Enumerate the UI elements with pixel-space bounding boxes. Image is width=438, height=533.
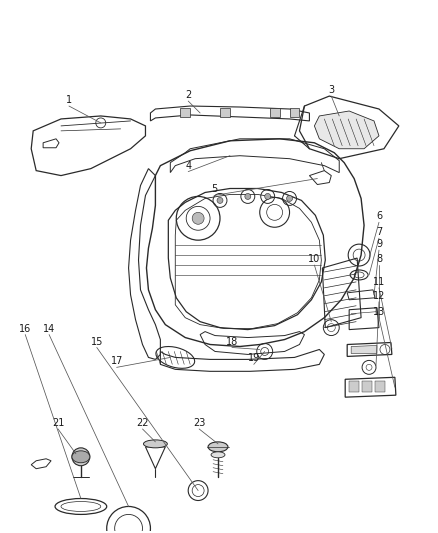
Text: 11: 11: [373, 277, 385, 287]
Text: 19: 19: [247, 353, 260, 364]
Text: 6: 6: [376, 211, 382, 221]
Text: 10: 10: [308, 254, 321, 264]
Polygon shape: [180, 108, 190, 117]
Ellipse shape: [211, 452, 225, 458]
Text: 17: 17: [110, 357, 123, 366]
Text: 14: 14: [43, 324, 55, 334]
Polygon shape: [375, 381, 385, 392]
Text: 16: 16: [19, 324, 32, 334]
Polygon shape: [362, 381, 372, 392]
Text: 5: 5: [211, 184, 217, 195]
Text: 1: 1: [66, 95, 72, 105]
Text: 21: 21: [52, 418, 64, 428]
Ellipse shape: [208, 442, 228, 452]
Text: 3: 3: [328, 85, 334, 95]
Text: 22: 22: [136, 418, 149, 428]
Ellipse shape: [72, 451, 90, 463]
Text: 13: 13: [373, 306, 385, 317]
Circle shape: [72, 448, 90, 466]
Polygon shape: [290, 108, 300, 117]
Polygon shape: [314, 111, 379, 149]
Text: 4: 4: [185, 160, 191, 171]
Ellipse shape: [144, 440, 167, 448]
Text: 7: 7: [376, 227, 382, 237]
Circle shape: [265, 193, 271, 199]
Text: 2: 2: [185, 90, 191, 100]
Polygon shape: [349, 381, 359, 392]
Text: 12: 12: [373, 291, 385, 301]
Text: 8: 8: [376, 254, 382, 264]
Polygon shape: [220, 108, 230, 117]
Text: 23: 23: [193, 418, 205, 428]
Circle shape: [217, 197, 223, 204]
Circle shape: [192, 212, 204, 224]
Circle shape: [286, 196, 293, 201]
Text: 18: 18: [226, 336, 238, 346]
Polygon shape: [351, 345, 377, 353]
Polygon shape: [270, 108, 279, 117]
Text: 9: 9: [376, 239, 382, 249]
Circle shape: [245, 193, 251, 199]
Text: 15: 15: [91, 336, 103, 346]
